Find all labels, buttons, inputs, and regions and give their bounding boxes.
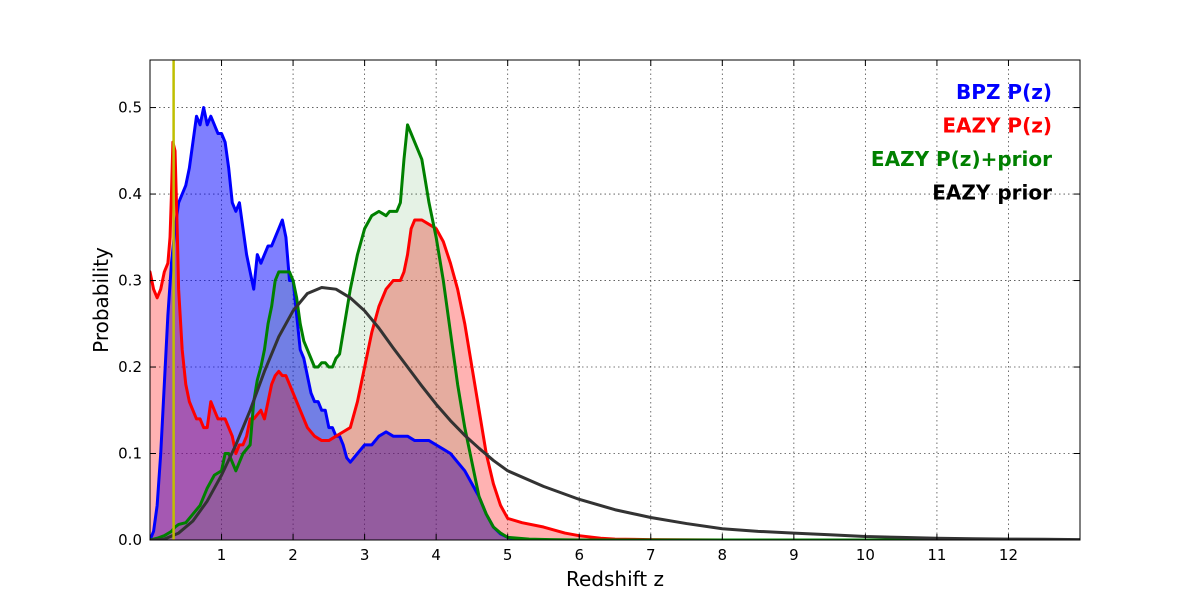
x-tick-label: 4 bbox=[431, 546, 441, 564]
x-tick-label: 8 bbox=[718, 546, 728, 564]
x-tick-label: 10 bbox=[856, 546, 875, 564]
series-line-eazy-prior bbox=[150, 285, 1080, 540]
y-tick-label: 0.1 bbox=[118, 445, 142, 463]
series-fill-bpz-p-z bbox=[150, 107, 1080, 540]
series-fill-eazy-p-z-prior bbox=[150, 124, 1080, 540]
x-tick-label: 12 bbox=[999, 546, 1018, 564]
x-tick-label: 1 bbox=[217, 546, 227, 564]
x-tick-label: 3 bbox=[360, 546, 370, 564]
y-tick-label: 0.0 bbox=[118, 531, 142, 549]
y-tick-label: 0.2 bbox=[118, 358, 142, 376]
plot-frame bbox=[149, 59, 1081, 541]
series-lines bbox=[150, 106, 1080, 540]
series-fills bbox=[150, 107, 1080, 540]
legend-label-eazy-p-z: EAZY P(z) bbox=[942, 114, 1052, 138]
series-line-eazy-p-z-prior bbox=[150, 123, 1080, 540]
x-tick-label: 9 bbox=[789, 546, 799, 564]
y-axis-label: Probability bbox=[89, 247, 113, 353]
series-line-eazy-p-z bbox=[150, 140, 1080, 540]
y-tick-label: 0.5 bbox=[118, 99, 142, 117]
tick-labels: 1 2 3 4 5 6 7 8 9 10 11 120.00.10.20.30.40.5 bbox=[118, 99, 1018, 564]
x-tick-label: 2 bbox=[288, 546, 298, 564]
x-tick-label: 7 bbox=[646, 546, 656, 564]
legend: BPZ P(z) EAZY P(z) EAZY P(z)+prior EAZY pri… bbox=[871, 80, 1052, 205]
ticks bbox=[150, 60, 1080, 541]
legend-label-bpz-p-z: BPZ P(z) bbox=[956, 80, 1052, 104]
x-tick-label: 11 bbox=[927, 546, 946, 564]
legend-label-eazy-p-z-prior: EAZY P(z)+prior bbox=[871, 147, 1052, 171]
x-tick-label: 5 bbox=[503, 546, 513, 564]
x-axis-label: Redshift z bbox=[566, 567, 664, 591]
y-tick-label: 0.3 bbox=[118, 272, 142, 290]
legend-label-eazy-prior: EAZY prior bbox=[932, 181, 1052, 205]
series-fill-eazy-p-z bbox=[150, 142, 1080, 540]
y-tick-label: 0.4 bbox=[118, 185, 142, 203]
x-tick-label: 6 bbox=[574, 546, 584, 564]
